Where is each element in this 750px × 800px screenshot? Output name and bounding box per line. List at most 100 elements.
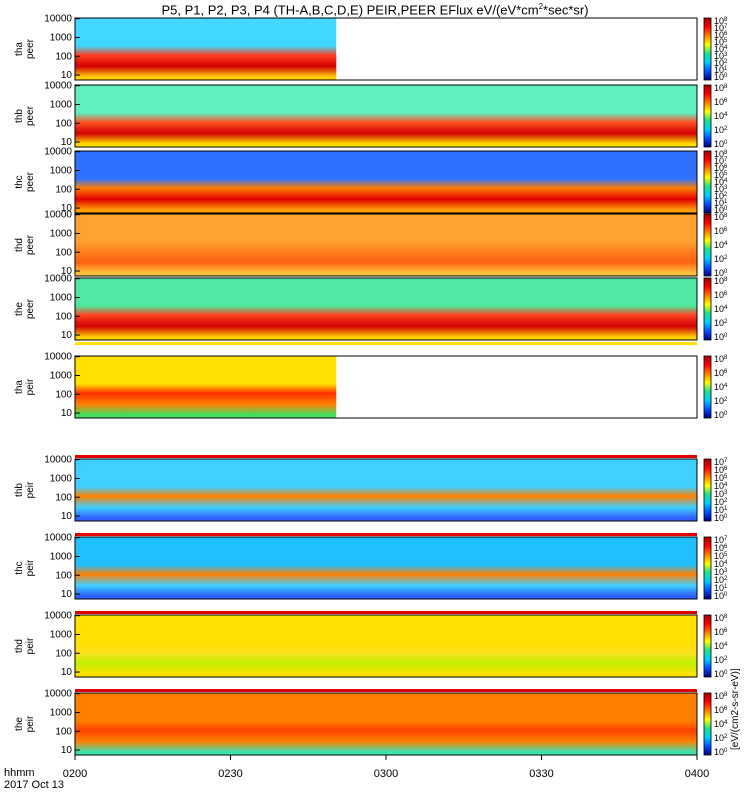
colorbar-tick-label: 100 [714, 669, 728, 679]
y-tick-label: 10 [61, 408, 73, 419]
colorbar-tick-label: 104 [714, 719, 728, 729]
panel-frame [74, 355, 698, 419]
colorbar-tick-label: 104 [714, 382, 728, 392]
colorbar-tick-label: 105 [714, 551, 728, 561]
panel-frame [74, 536, 698, 600]
panel-probe-label: thd [14, 238, 25, 252]
colorbar-tick-label: 103 [714, 567, 728, 577]
y-tick-label: 1000 [50, 629, 73, 640]
colorbar-tick-label: 108 [714, 613, 728, 623]
colorbar-tick-label: 107 [714, 23, 728, 33]
y-tick-label: 1000 [50, 551, 73, 562]
colorbar-thd-peer [703, 213, 712, 277]
colorbar-tick-label: 102 [714, 254, 728, 264]
panel-probe-label: thb [14, 483, 25, 497]
colorbar-tick-label: 104 [714, 559, 728, 569]
heatmap-the-peer [75, 278, 697, 340]
panel-species-label: peir [25, 715, 36, 732]
x-tick-label: 0330 [529, 768, 553, 780]
x-tick-label: 0200 [63, 768, 87, 780]
colorbar-the-peir [703, 692, 712, 756]
heatmap-thd-peer [75, 214, 697, 276]
panel-frame [74, 84, 698, 148]
panel-frame [74, 277, 698, 341]
y-tick-label: 10000 [44, 352, 72, 363]
panel-the-peer: 10000 1000 100 10 the peer 100 102 104 106 108 [14, 274, 728, 342]
panel-species-label: peer [25, 171, 36, 192]
panel-species-label: peer [25, 234, 36, 255]
panel-separator-strip [75, 689, 697, 692]
panel-frame [74, 213, 698, 277]
y-tick-label: 1000 [50, 292, 73, 303]
time-axis-label: hhmm 2017 Oct 13 [4, 767, 64, 791]
y-tick-label: 1000 [50, 165, 73, 176]
panel-species-label: peer [25, 298, 36, 319]
panel-species-label: peir [25, 637, 36, 654]
colorbar-tick-label: 100 [714, 591, 728, 601]
panel-thd-peir: 10000 1000 100 10 thd peir 100 102 104 106 108 [14, 611, 728, 679]
colorbar-tick-label: 106 [714, 30, 728, 40]
y-tick-label: 1000 [50, 707, 73, 718]
colorbar-tick-label: 101 [714, 198, 728, 208]
colorbar-tick-label: 108 [714, 691, 728, 701]
panel-the-peir: 10000 1000 100 10 the peir 100 102 104 106 108 [14, 689, 728, 757]
colorbar-thb-peir [703, 458, 712, 522]
panel-probe-label: the [14, 302, 25, 316]
panel-separator-strip [75, 533, 697, 536]
y-tick-label: 10000 [44, 274, 72, 285]
y-tick-label: 100 [55, 311, 72, 322]
colorbar-tick-label: 106 [714, 290, 728, 300]
colorbar-tick-label: 106 [714, 627, 728, 637]
colorbar-tick-label: 102 [714, 58, 728, 68]
colorbar-thb-peer [703, 84, 712, 148]
colorbar-tick-label: 102 [714, 191, 728, 201]
y-tick-label: 1000 [50, 473, 73, 484]
y-tick-label: 100 [55, 726, 72, 737]
panel-species-label: peir [25, 559, 36, 576]
chart-title: P5, P1, P2, P3, P4 (TH-A,B,C,D,E) PEIR,P… [161, 2, 589, 18]
colorbar-tick-label: 105 [714, 170, 728, 180]
panel-probe-label: thc [14, 561, 25, 574]
colorbar-tick-label: 102 [714, 655, 728, 665]
time-axis-unit: hhmm [4, 767, 35, 779]
y-tick-label: 10000 [44, 533, 72, 544]
colorbar-tick-label: 104 [714, 481, 728, 491]
y-tick-label: 10 [61, 70, 73, 81]
y-tick-label: 1000 [50, 32, 73, 43]
heatmap-tha-peer [75, 18, 337, 80]
y-tick-label: 10 [61, 511, 73, 522]
colorbar-tick-label: 108 [714, 149, 728, 159]
colorbar-tha-peir [703, 355, 712, 419]
colorbar-tick-label: 106 [714, 163, 728, 173]
colorbar-tick-label: 100 [714, 205, 728, 215]
colorbar-tick-label: 104 [714, 44, 728, 54]
heatmap-tha-peir [75, 356, 337, 418]
y-tick-label: 10 [61, 745, 73, 756]
panel-separator-strip [75, 342, 697, 345]
colorbar-tick-label: 104 [714, 641, 728, 651]
colorbar-tick-label: 103 [714, 184, 728, 194]
time-axis-date: 2017 Oct 13 [4, 779, 64, 791]
colorbar-tick-label: 108 [714, 276, 728, 286]
y-tick-label: 10 [61, 589, 73, 600]
panel-probe-label: tha [14, 380, 25, 394]
y-tick-label: 100 [55, 247, 72, 258]
heatmap-thb-peir [75, 459, 697, 521]
x-tick-label: 0300 [374, 768, 398, 780]
colorbar-the-peer [703, 277, 712, 341]
y-tick-label: 1000 [50, 370, 73, 381]
colorbar-tick-label: 102 [714, 318, 728, 328]
colorbar-tick-label: 106 [714, 543, 728, 553]
panel-tha-peir: 10000 1000 100 10 tha peir 100 102 104 106 108 [14, 352, 728, 420]
colorbar-tick-label: 100 [714, 332, 728, 342]
colorbar-tick-label: 102 [714, 733, 728, 743]
panel-frame [74, 458, 698, 522]
heatmap-the-peir [75, 693, 697, 755]
colorbar-tick-label: 103 [714, 51, 728, 61]
colorbar-tick-label: 100 [714, 139, 728, 149]
panel-frame [74, 17, 698, 81]
panel-separator-strip [75, 611, 697, 614]
